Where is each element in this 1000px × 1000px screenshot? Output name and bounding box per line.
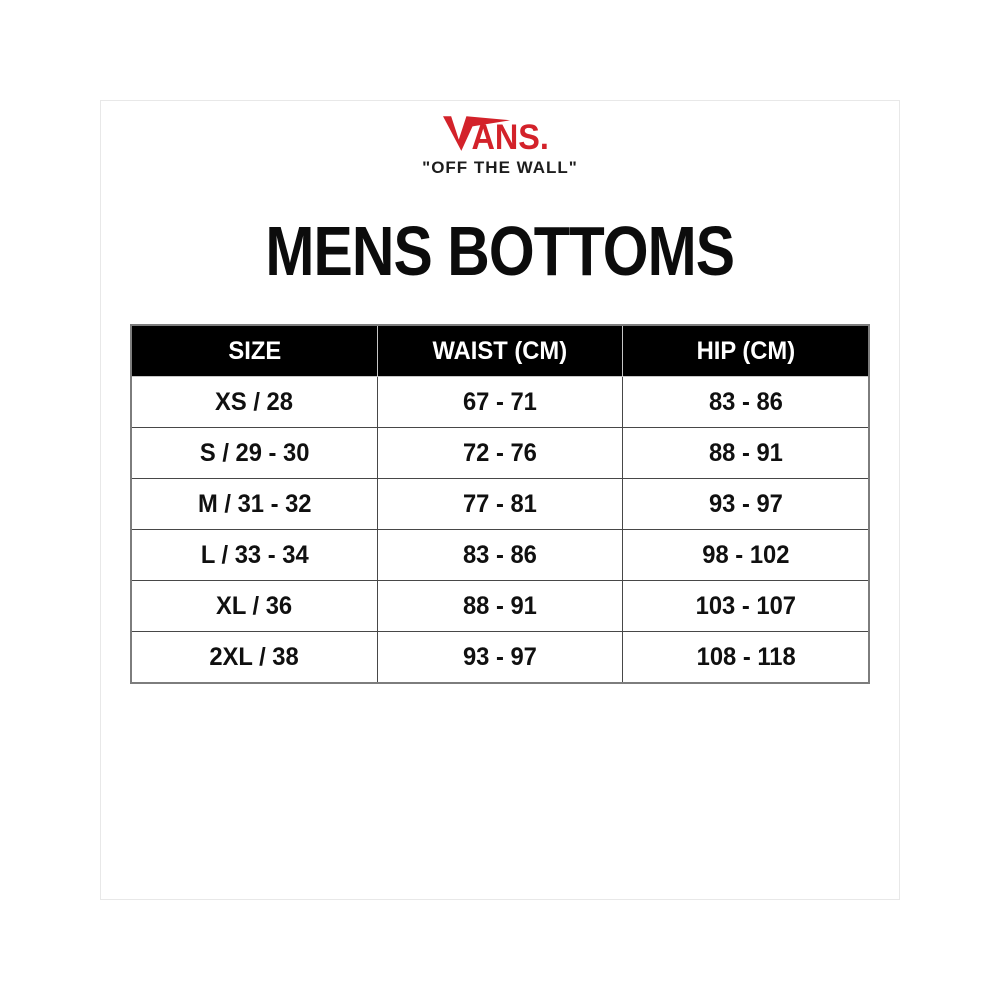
size-value: L / 33 - 34: [200, 540, 309, 569]
waist-value: 72 - 76: [463, 438, 537, 467]
table-row: 2XL / 38 93 - 97 108 - 118: [130, 631, 870, 684]
table-row: XS / 28 67 - 71 83 - 86: [130, 376, 870, 428]
waist-value: 88 - 91: [463, 591, 537, 620]
size-cell: L / 33 - 34: [130, 529, 378, 581]
size-cell: 2XL / 38: [130, 631, 378, 684]
hip-cell: 88 - 91: [622, 427, 870, 479]
content-card: ANS. "OFF THE WALL" MENS BOTTOMS SIZE WA…: [100, 100, 900, 900]
page-title: MENS BOTTOMS: [101, 212, 899, 290]
waist-value: 77 - 81: [463, 489, 537, 518]
hip-value: 108 - 118: [696, 642, 796, 671]
waist-cell: 67 - 71: [376, 376, 624, 428]
hip-cell: 83 - 86: [622, 376, 870, 428]
size-value: S / 29 - 30: [199, 438, 310, 467]
size-cell: S / 29 - 30: [130, 427, 378, 479]
column-header-hip-label: HIP (CM): [696, 336, 795, 365]
size-cell: XL / 36: [130, 580, 378, 632]
size-value: M / 31 - 32: [197, 489, 312, 518]
vans-v-glyph: [443, 116, 511, 151]
brand-tagline: "OFF THE WALL": [422, 158, 578, 177]
waist-cell: 72 - 76: [376, 427, 624, 479]
hip-value: 88 - 91: [708, 438, 783, 467]
column-header-hip: HIP (CM): [622, 324, 870, 377]
hip-cell: 108 - 118: [622, 631, 870, 684]
table-row: XL / 36 88 - 91 103 - 107: [130, 580, 870, 632]
waist-cell: 93 - 97: [376, 631, 624, 684]
size-value: 2XL / 38: [209, 642, 299, 671]
waist-cell: 77 - 81: [376, 478, 624, 530]
table-row: S / 29 - 30 72 - 76 88 - 91: [130, 427, 870, 479]
vans-wordmark-text: ANS.: [472, 117, 549, 153]
table-row: M / 31 - 32 77 - 81 93 - 97: [130, 478, 870, 530]
waist-value: 83 - 86: [463, 540, 537, 569]
page-title-text: MENS BOTTOMS: [265, 212, 736, 290]
size-cell: XS / 28: [130, 376, 378, 428]
hip-value: 83 - 86: [708, 387, 783, 416]
table-header-row: SIZE WAIST (CM) HIP (CM): [130, 324, 870, 377]
column-header-waist: WAIST (CM): [376, 324, 624, 377]
waist-cell: 88 - 91: [376, 580, 624, 632]
size-cell: M / 31 - 32: [130, 478, 378, 530]
table-row: L / 33 - 34 83 - 86 98 - 102: [130, 529, 870, 581]
column-header-waist-label: WAIST (CM): [432, 336, 568, 365]
waist-value: 93 - 97: [463, 642, 537, 671]
vans-logo-icon: ANS.: [443, 116, 549, 153]
hip-cell: 103 - 107: [622, 580, 870, 632]
hip-cell: 98 - 102: [622, 529, 870, 581]
waist-cell: 83 - 86: [376, 529, 624, 581]
hip-cell: 93 - 97: [622, 478, 870, 530]
hip-value: 98 - 102: [702, 540, 790, 569]
size-value: XS / 28: [215, 387, 294, 416]
size-table: SIZE WAIST (CM) HIP (CM) XS / 28 67 - 71…: [130, 324, 870, 684]
column-header-size-label: SIZE: [227, 336, 281, 365]
hip-value: 103 - 107: [695, 591, 796, 620]
size-value: XL / 36: [216, 591, 293, 620]
brand-logo: ANS. "OFF THE WALL": [101, 112, 899, 178]
waist-value: 67 - 71: [463, 387, 537, 416]
column-header-size: SIZE: [130, 324, 378, 377]
hip-value: 93 - 97: [708, 489, 783, 518]
